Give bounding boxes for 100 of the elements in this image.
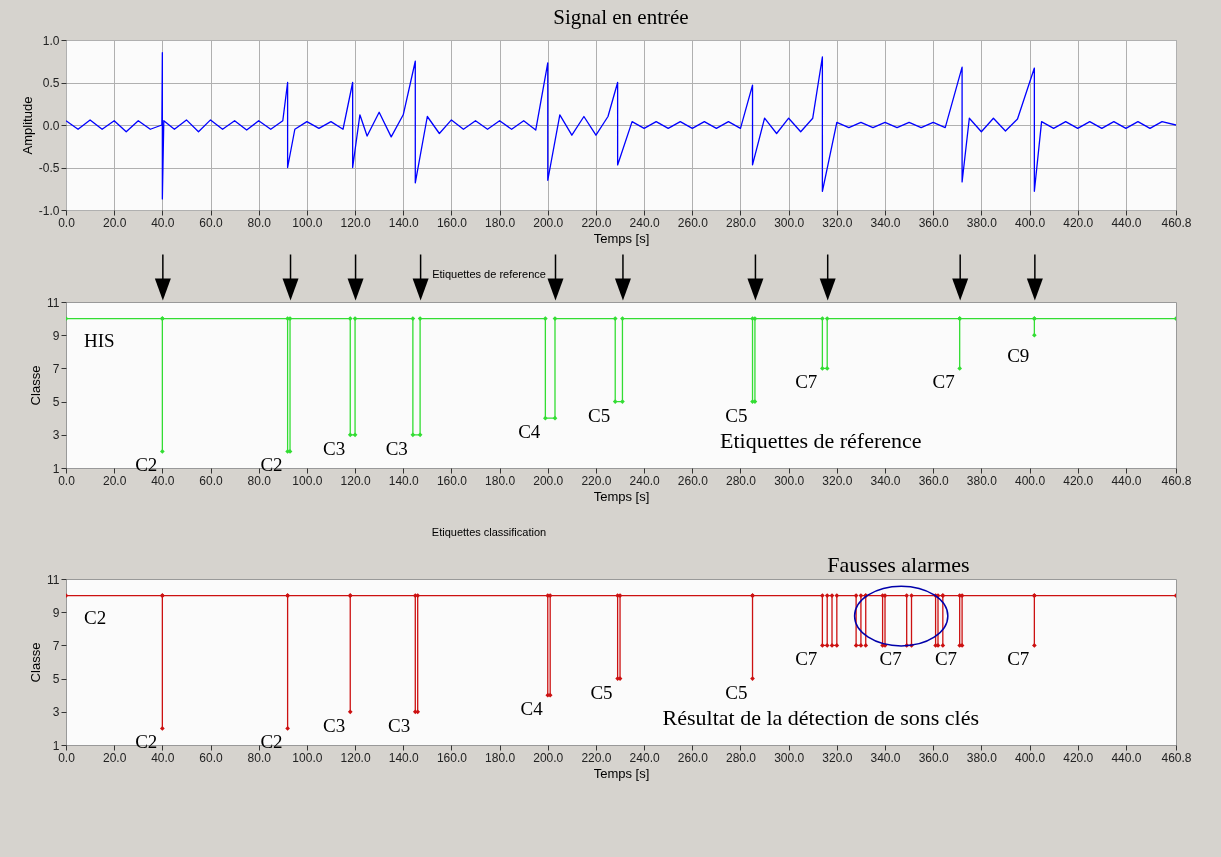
- x-tick-label: 300.0: [774, 215, 805, 230]
- x-tick-label: 420.0: [1063, 473, 1094, 488]
- x-tick-label: 300.0: [774, 473, 805, 488]
- x-tick-label: 320.0: [822, 215, 853, 230]
- y-tick-label: 1: [52, 461, 60, 476]
- point: [820, 366, 825, 371]
- annotation: C3: [388, 714, 411, 736]
- annotation: Etiquettes de réference: [720, 428, 922, 454]
- x-tick-label: 260.0: [677, 473, 709, 488]
- x-tick-label: 180.0: [485, 750, 516, 765]
- x-tick-label: 220.0: [581, 215, 612, 230]
- point: [824, 366, 830, 371]
- x-tick-label: 420.0: [1063, 215, 1094, 230]
- x-tick-label: 400.0: [1015, 473, 1046, 488]
- point: [612, 399, 618, 404]
- x-tick-label: 160.0: [436, 750, 468, 765]
- x-tick-label: 380.0: [966, 215, 998, 230]
- text: Fausses alarmes: [827, 552, 970, 577]
- x-tick-label: 120.0: [340, 215, 371, 230]
- x-tick-label: 240.0: [629, 473, 660, 488]
- x-tick-label: 20.0: [103, 750, 127, 765]
- x-tick-label: 340.0: [870, 215, 901, 230]
- annotation: C7: [795, 648, 818, 670]
- point: [752, 399, 758, 404]
- x-tick-label: 340.0: [870, 750, 901, 765]
- x-tick-label: 200.0: [533, 750, 564, 765]
- point: [352, 432, 358, 438]
- x-tick-label: 140.0: [388, 750, 420, 765]
- x-axis-title: Temps [s]: [593, 230, 650, 246]
- x-tick-label: 340.0: [870, 473, 901, 488]
- x-tick-label: 120.0: [340, 750, 371, 765]
- x-tick-label: 160.0: [436, 215, 468, 230]
- point: [612, 316, 618, 321]
- annotation: C4: [518, 421, 541, 443]
- x-tick-label: 80.0: [247, 473, 272, 488]
- chart-title: Etiquettes classification: [431, 526, 547, 538]
- x-tick-label: 320.0: [822, 473, 853, 488]
- x-tick-label: 200.0: [533, 473, 564, 488]
- x-tick-label: 100.0: [292, 215, 323, 230]
- y-axis-title: Amplitude: [19, 96, 35, 155]
- y-tick-label: 5: [52, 395, 60, 410]
- x-tick-label: 20.0: [103, 215, 127, 230]
- annotation: C5: [590, 681, 613, 703]
- x-tick-label: 40.0: [151, 750, 175, 765]
- y-tick-label: 11: [47, 295, 60, 310]
- point: [620, 399, 625, 404]
- x-tick-label: 260.0: [677, 750, 709, 765]
- annotation: C2: [135, 454, 158, 476]
- x-tick-label: 220.0: [581, 750, 612, 765]
- y-tick-label: 9: [52, 605, 60, 620]
- x-tick-label: 460.8: [1161, 473, 1192, 488]
- point: [957, 366, 963, 371]
- x-tick-label: 80.0: [247, 750, 272, 765]
- point: [620, 316, 625, 321]
- x-tick-label: 400.0: [1015, 750, 1046, 765]
- point: [752, 316, 758, 321]
- x-tick-label: 220.0: [581, 473, 612, 488]
- point: [543, 316, 548, 321]
- annotation: C2: [260, 731, 283, 753]
- y-axis-title: Classe: [28, 642, 44, 683]
- y-tick-label: 9: [52, 328, 60, 343]
- x-tick-label: 180.0: [485, 215, 516, 230]
- annotation: C2: [135, 731, 158, 753]
- annotation: C3: [323, 714, 346, 736]
- y-tick-label: 0.0: [42, 118, 60, 133]
- annotation: C7: [1007, 648, 1030, 670]
- x-tick-label: 420.0: [1063, 750, 1094, 765]
- x-tick-label: 460.8: [1161, 215, 1192, 230]
- x-tick-label: 300.0: [774, 750, 805, 765]
- x-tick-label: 80.0: [247, 215, 272, 230]
- y-tick-label: 3: [52, 428, 60, 443]
- point: [352, 316, 358, 321]
- annotation: C2: [84, 606, 107, 628]
- annotation: C5: [725, 404, 748, 426]
- annotation: C2: [260, 454, 283, 476]
- point: [160, 449, 165, 454]
- x-tick-label: 320.0: [822, 750, 853, 765]
- x-tick-label: 160.0: [436, 473, 468, 488]
- x-tick-label: 360.0: [918, 215, 950, 230]
- point: [417, 432, 423, 438]
- line-series: [66, 52, 1176, 200]
- x-tick-label: 180.0: [485, 473, 516, 488]
- point: [820, 316, 825, 321]
- x-axis-title: Temps [s]: [593, 488, 650, 504]
- annotation: C7: [934, 648, 958, 670]
- annotation: C5: [588, 404, 611, 426]
- x-axis-title: Temps [s]: [593, 765, 650, 781]
- x-tick-label: 360.0: [918, 750, 950, 765]
- annotation: C7: [932, 371, 955, 393]
- x-tick-label: 400.0: [1015, 215, 1046, 230]
- annotation: Résultat de la détection de sons clés: [662, 705, 980, 731]
- x-tick-label: 280.0: [725, 750, 757, 765]
- y-tick-label: 0.5: [42, 76, 60, 90]
- x-tick-label: 60.0: [199, 215, 224, 230]
- chart-title: Signal en entrée: [553, 5, 689, 29]
- x-tick-label: 60.0: [199, 473, 224, 488]
- chart-title: Etiquettes de reference: [432, 268, 546, 280]
- point: [417, 316, 423, 321]
- annotation: C5: [725, 681, 748, 703]
- x-tick-label: 20.0: [103, 473, 127, 488]
